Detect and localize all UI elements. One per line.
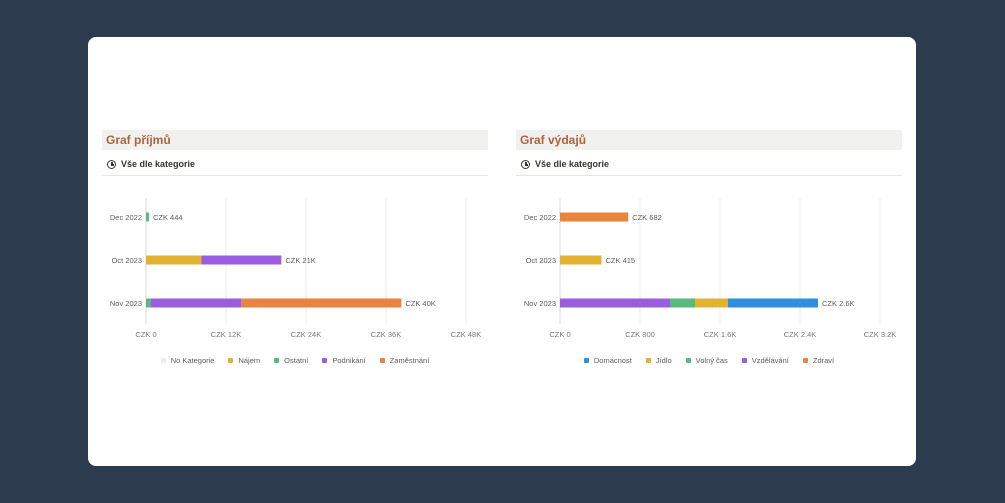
income-legend: No Kategorie Nájem Ostatní Podnikání Zaměstn… xyxy=(102,356,488,365)
income-legend-label: Ostatní xyxy=(284,356,309,365)
income-bar-segment xyxy=(146,298,151,308)
expense-legend-swatch xyxy=(685,358,691,363)
expense-x-tick-label: CZK 1.6K xyxy=(704,330,737,339)
expense-y-tick-label: Dec 2022 xyxy=(524,213,556,222)
income-legend-label: No Kategorie xyxy=(170,356,215,365)
income-bar-total-label: CZK 40K xyxy=(405,299,435,308)
income-legend-label: Podnikání xyxy=(332,356,366,365)
expense-chart: CZK 0 CZK 800 CZK 1.6K CZK 2.4K CZK 3.2K Dec … xyxy=(524,198,897,339)
expense-x-tick-label: CZK 2.4K xyxy=(784,330,817,339)
expense-legend-label: Jídlo xyxy=(655,356,672,365)
expense-view-label: Vše dle kategorie xyxy=(535,159,610,169)
clock-icon xyxy=(107,159,116,169)
expense-bar-total-label: CZK 2.6K xyxy=(822,299,855,308)
expense-bar-total-label: CZK 682 xyxy=(632,213,662,222)
income-bar-segment xyxy=(150,298,242,308)
income-bar-segment xyxy=(241,298,402,308)
income-legend-item[interactable]: Zaměstnání xyxy=(379,356,430,365)
income-legend-item[interactable]: Ostatní xyxy=(274,356,308,365)
income-view-label: Vše dle kategorie xyxy=(121,159,196,169)
income-bar-total-label: CZK 21K xyxy=(285,256,315,265)
expense-legend-item[interactable]: Domácnost xyxy=(583,356,632,365)
income-chart: CZK 0 CZK 12K CZK 24K CZK 36K CZK 48K Dec 202… xyxy=(110,198,481,339)
income-bar-segment xyxy=(201,255,282,265)
expense-x-tick-label: CZK 3.2K xyxy=(864,330,897,339)
expense-legend-swatch xyxy=(645,358,651,363)
income-legend-label: Zaměstnání xyxy=(389,356,430,365)
income-legend-label: Nájem xyxy=(238,356,261,365)
expense-legend-item[interactable]: Jídlo xyxy=(645,356,672,365)
expense-legend-item[interactable]: Vzdělávání xyxy=(741,356,789,365)
expense-legend-item[interactable]: Volný čas xyxy=(685,356,728,365)
dashboard-card: Graf příjmů Vše dle kategorie CZK 0 CZK 1… xyxy=(88,37,916,466)
expense-panel: Graf výdajů Vše dle kategorie CZK 0 CZK 8… xyxy=(516,130,902,365)
income-bar-segment xyxy=(146,212,149,222)
expense-bar-total-label: CZK 415 xyxy=(606,256,636,265)
income-panel: Graf příjmů Vše dle kategorie CZK 0 CZK 1… xyxy=(102,130,488,365)
income-legend-item[interactable]: Podnikání xyxy=(322,356,366,365)
expense-legend-swatch xyxy=(802,358,808,363)
expense-panel-title: Graf výdajů xyxy=(516,130,902,150)
expense-y-tick-label: Nov 2023 xyxy=(524,299,556,308)
expense-x-tick-label: CZK 0 xyxy=(549,330,570,339)
income-y-tick-label: Nov 2023 xyxy=(110,299,142,308)
expense-bar-segment xyxy=(560,255,602,265)
income-x-tick-label: CZK 24K xyxy=(291,330,321,339)
income-bar-segment xyxy=(146,255,202,265)
expense-legend-label: Volný čas xyxy=(695,356,728,365)
income-legend-item[interactable]: No Kategorie xyxy=(160,356,215,365)
income-x-tick-label: CZK 0 xyxy=(135,330,156,339)
expense-legend-label: Domácnost xyxy=(593,356,632,365)
income-legend-swatch xyxy=(160,358,166,363)
expense-bar-segment xyxy=(670,298,695,308)
income-y-tick-label: Dec 2022 xyxy=(110,213,142,222)
income-legend-swatch xyxy=(274,358,280,363)
income-panel-title: Graf příjmů xyxy=(102,130,488,150)
income-legend-swatch xyxy=(379,358,385,363)
expense-legend-swatch xyxy=(741,358,747,363)
income-legend-swatch xyxy=(228,358,234,363)
expense-bar-segment xyxy=(695,298,728,308)
expense-x-tick-label: CZK 800 xyxy=(625,330,655,339)
income-view-tab[interactable]: Vše dle kategorie xyxy=(102,153,488,176)
expense-bar-segment xyxy=(560,212,629,222)
income-x-tick-label: CZK 36K xyxy=(371,330,401,339)
expense-legend: Domácnost Jídlo Volný čas Vzdělávání Zdraví xyxy=(516,356,902,365)
expense-bar-segment xyxy=(560,298,670,308)
income-legend-swatch xyxy=(322,358,328,363)
expense-bar-segment xyxy=(728,298,818,308)
income-legend-item[interactable]: Nájem xyxy=(228,356,260,365)
expense-legend-label: Vzdělávání xyxy=(751,356,789,365)
clock-icon xyxy=(521,159,530,169)
expense-legend-item[interactable]: Zdraví xyxy=(802,356,835,365)
income-x-tick-label: CZK 12K xyxy=(211,330,241,339)
expense-y-tick-label: Oct 2023 xyxy=(526,256,556,265)
income-y-tick-label: Oct 2023 xyxy=(112,256,142,265)
income-x-tick-label: CZK 48K xyxy=(451,330,481,339)
expense-view-tab[interactable]: Vše dle kategorie xyxy=(516,153,902,176)
expense-legend-swatch xyxy=(583,358,589,363)
expense-legend-label: Zdraví xyxy=(812,356,835,365)
income-bar-total-label: CZK 444 xyxy=(153,213,183,222)
